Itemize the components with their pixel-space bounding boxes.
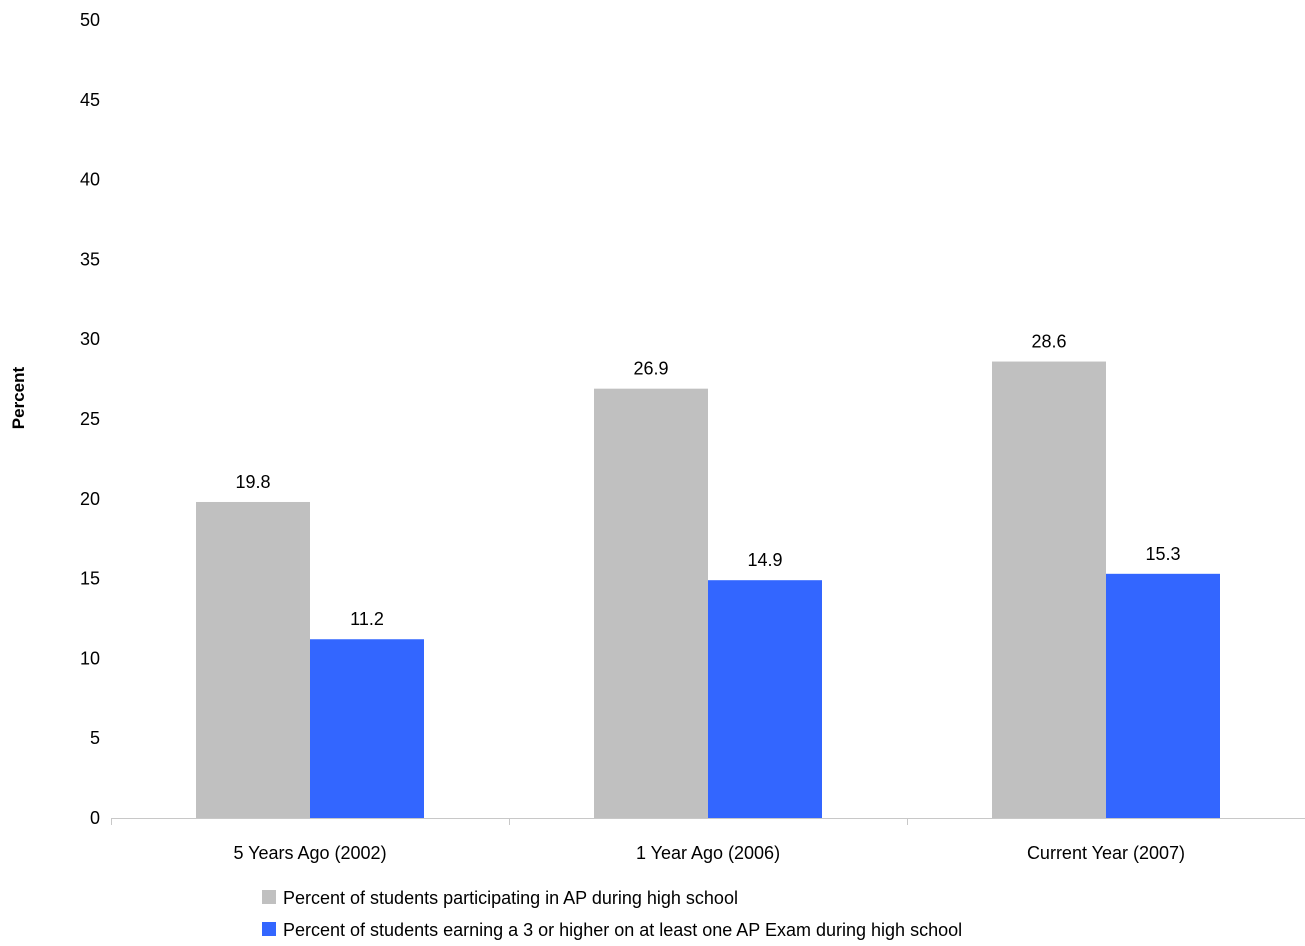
data-label: 26.9 (633, 359, 668, 379)
y-tick-label: 20 (80, 489, 100, 509)
y-tick-label: 5 (90, 728, 100, 748)
data-label: 19.8 (235, 472, 270, 492)
legend-label: Percent of students earning a 3 or highe… (283, 920, 962, 940)
legend-swatch (262, 890, 276, 904)
y-tick-label: 30 (80, 329, 100, 349)
y-tick-label: 45 (80, 90, 100, 110)
y-tick-label: 15 (80, 569, 100, 589)
data-label: 11.2 (350, 609, 384, 629)
legend-label: Percent of students participating in AP … (283, 888, 738, 908)
data-label: 14.9 (747, 550, 782, 570)
category-labels: 5 Years Ago (2002) 1 Year Ago (2006) Curre… (233, 843, 1185, 863)
y-axis: 0 5 10 15 20 25 30 35 40 45 50 (80, 10, 100, 828)
y-tick-label: 10 (80, 648, 100, 668)
y-axis-title: Percent (9, 366, 28, 429)
legend-swatch (262, 922, 276, 936)
bar (992, 361, 1106, 818)
bar (196, 501, 310, 818)
bar (594, 388, 708, 818)
y-tick-label: 50 (80, 10, 100, 30)
data-label: 28.6 (1031, 332, 1066, 352)
category-label: Current Year (2007) (1027, 843, 1185, 863)
bars (196, 361, 1220, 818)
bar (1106, 573, 1220, 818)
data-labels: 19.8 11.2 26.9 14.9 28.6 15.3 (235, 332, 1180, 630)
data-label: 15.3 (1145, 544, 1180, 564)
category-label: 5 Years Ago (2002) (233, 843, 386, 863)
y-tick-label: 40 (80, 170, 100, 190)
bar (310, 639, 424, 818)
y-tick-label: 35 (80, 249, 100, 269)
category-label: 1 Year Ago (2006) (636, 843, 780, 863)
legend: Percent of students participating in AP … (262, 888, 962, 940)
y-tick-label: 0 (90, 808, 100, 828)
bar (708, 580, 822, 818)
x-axis (111, 818, 1305, 825)
y-tick-label: 25 (80, 409, 100, 429)
